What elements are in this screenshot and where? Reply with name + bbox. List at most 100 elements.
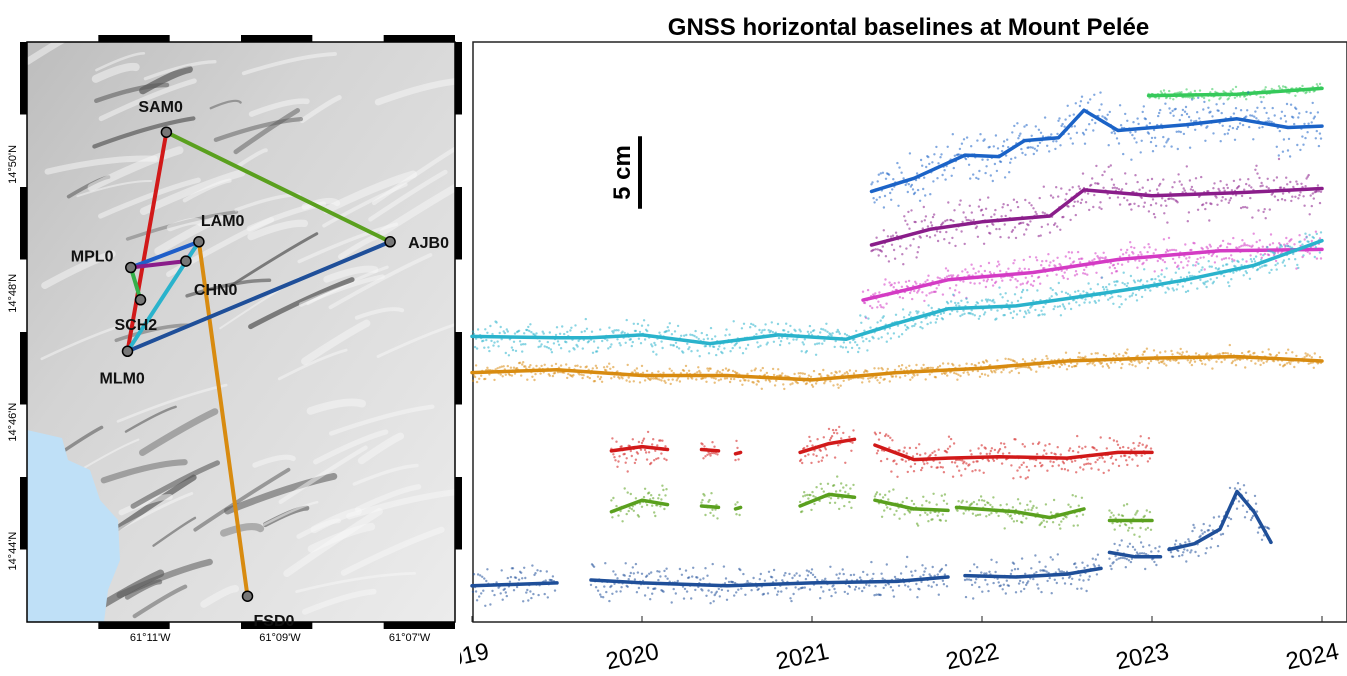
data-point: [1133, 246, 1136, 250]
data-point: [996, 359, 999, 362]
data-point: [931, 451, 934, 455]
series-8-smoothed-line: [470, 581, 559, 588]
data-point: [896, 324, 900, 327]
data-point: [1063, 363, 1067, 366]
data-point: [1101, 115, 1104, 118]
data-point: [715, 590, 718, 593]
data-point: [1116, 443, 1120, 446]
data-point: [1176, 351, 1179, 354]
data-point: [1131, 292, 1135, 295]
data-point: [914, 322, 917, 326]
data-point: [1262, 254, 1265, 257]
data-point: [1258, 239, 1261, 242]
data-point: [849, 487, 852, 490]
data-point: [1120, 539, 1123, 542]
data-point: [927, 584, 930, 587]
series-8: [470, 482, 1273, 607]
data-point: [1078, 445, 1081, 448]
data-point: [1073, 125, 1076, 128]
data-point: [675, 379, 678, 382]
data-point: [615, 329, 618, 332]
data-point: [1130, 208, 1133, 211]
data-point: [670, 369, 673, 372]
data-point: [1303, 238, 1306, 241]
series-2: [869, 157, 1324, 266]
data-point: [940, 567, 944, 571]
data-point: [786, 337, 789, 340]
data-point: [990, 447, 994, 450]
data-point: [712, 451, 715, 455]
data-point: [1012, 562, 1016, 565]
data-point: [1057, 568, 1060, 571]
data-point: [1005, 271, 1008, 274]
data-point: [1100, 276, 1104, 279]
data-point: [1067, 503, 1070, 506]
data-point: [1018, 579, 1022, 583]
data-point: [1076, 250, 1080, 254]
data-point: [886, 235, 890, 238]
data-point: [647, 324, 650, 327]
data-point: [1315, 232, 1318, 236]
data-point: [694, 329, 697, 333]
data-point: [1180, 353, 1183, 357]
data-point: [1237, 500, 1241, 503]
data-point: [876, 248, 879, 251]
data-point: [1260, 359, 1263, 362]
data-point: [1248, 184, 1251, 187]
data-point: [922, 363, 925, 367]
data-point: [833, 374, 836, 377]
data-point: [1010, 569, 1014, 572]
data-point: [1147, 362, 1151, 365]
station-label-mlm0: MLM0: [100, 370, 145, 387]
data-point: [1234, 364, 1238, 367]
data-point: [1109, 564, 1112, 568]
data-point: [1180, 113, 1184, 117]
data-point: [1108, 509, 1111, 512]
data-point: [709, 602, 712, 605]
data-point: [1166, 249, 1170, 253]
data-point: [1125, 352, 1128, 355]
data-point: [875, 375, 878, 379]
data-point: [968, 569, 972, 573]
data-point: [839, 489, 842, 492]
data-point: [930, 465, 933, 469]
data-point: [986, 158, 989, 161]
data-point: [478, 377, 481, 380]
data-point: [807, 570, 811, 573]
data-point: [1073, 200, 1076, 203]
relief-ridge: [116, 558, 213, 599]
data-point: [835, 573, 838, 576]
data-point: [1200, 268, 1203, 272]
data-point: [1267, 249, 1270, 253]
data-point: [531, 375, 534, 378]
data-point: [926, 322, 929, 326]
data-point: [1037, 128, 1041, 131]
data-point: [1134, 293, 1138, 297]
data-point: [1130, 158, 1133, 161]
data-point: [1300, 182, 1303, 185]
data-point: [1050, 295, 1053, 298]
series-8-smoothed-line: [963, 566, 1103, 579]
data-point: [675, 345, 679, 349]
data-point: [818, 499, 821, 503]
data-point: [651, 443, 654, 446]
data-point: [1271, 106, 1274, 110]
data-point: [1209, 245, 1212, 248]
data-point: [632, 509, 635, 512]
data-point: [724, 367, 728, 370]
data-point: [923, 570, 926, 573]
data-point: [905, 496, 908, 500]
data-point: [1058, 523, 1061, 526]
data-point: [1158, 361, 1161, 364]
data-point: [881, 368, 884, 371]
data-point: [906, 555, 909, 559]
data-point: [609, 345, 612, 349]
data-point: [539, 372, 542, 375]
data-point: [666, 577, 669, 580]
data-point: [628, 380, 631, 383]
data-point: [1128, 295, 1131, 298]
data-point: [1238, 488, 1242, 491]
data-point: [939, 465, 942, 469]
series-6-smoothed-line: [733, 450, 743, 456]
data-point: [873, 495, 877, 498]
